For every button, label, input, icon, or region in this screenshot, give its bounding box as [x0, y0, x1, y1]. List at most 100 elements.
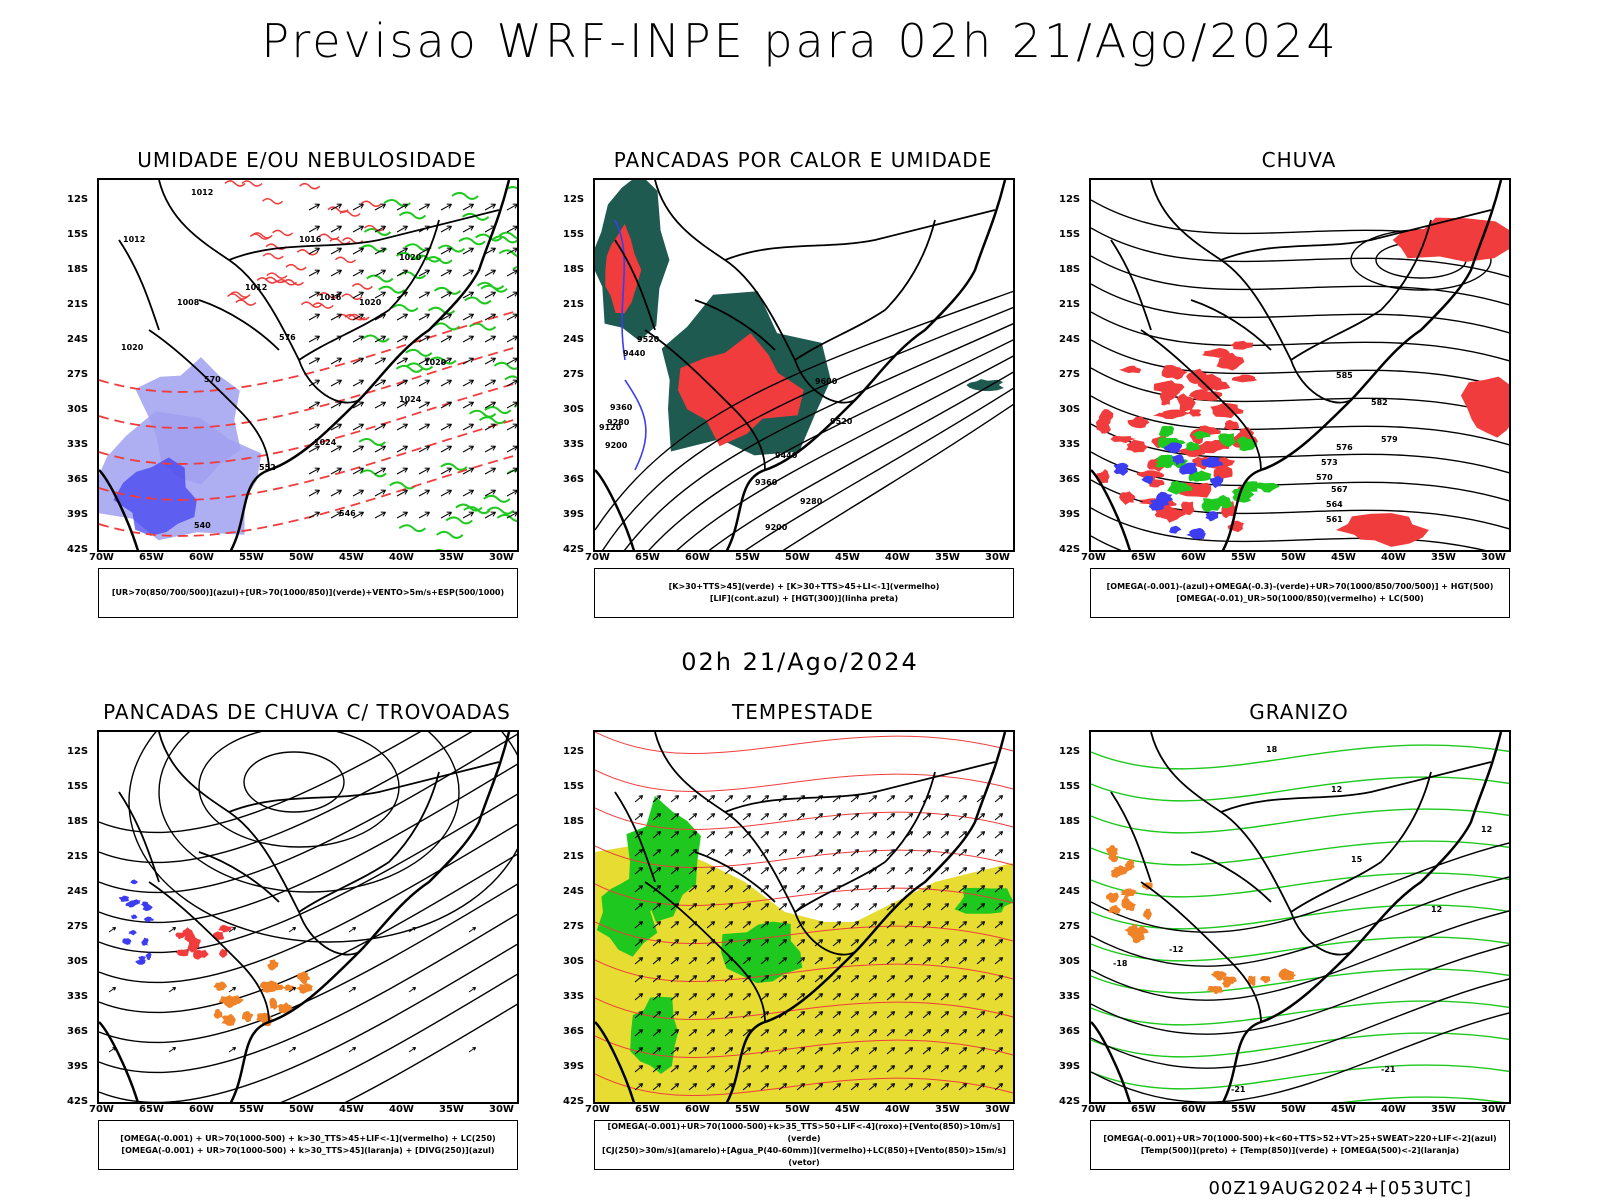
- latitude-label: 12S: [1059, 746, 1081, 757]
- latitude-label: 18S: [1059, 816, 1081, 827]
- latitude-label: 24S: [1059, 886, 1081, 897]
- contour-label: 1012: [123, 235, 145, 244]
- latitude-label: 12S: [1059, 194, 1081, 205]
- longitude-label: 60W: [1181, 1104, 1206, 1115]
- latitude-label: 15S: [67, 781, 89, 792]
- latitude-label: 39S: [67, 509, 89, 520]
- longitude-label: 60W: [1181, 552, 1206, 563]
- longitude-label: 55W: [735, 552, 760, 563]
- contour-label: 9520: [830, 417, 853, 426]
- longitude-label: 40W: [389, 1104, 414, 1115]
- longitude-label: 40W: [1381, 552, 1406, 563]
- longitude-label: 70W: [585, 552, 610, 563]
- longitude-label: 40W: [885, 552, 910, 563]
- legend-line: [LIF](cont.azul) + [HGT(300)](linha pret…: [709, 594, 899, 603]
- latitude-label: 21S: [563, 299, 585, 310]
- latitude-label: 21S: [1059, 851, 1081, 862]
- longitude-label: 35W: [935, 1104, 960, 1115]
- contour-label: 1020: [359, 298, 382, 307]
- longitude-label: 30W: [1481, 552, 1506, 563]
- contour-label: 9360: [755, 478, 778, 487]
- latitude-label: 39S: [67, 1061, 89, 1072]
- longitude-label: 65W: [139, 552, 164, 563]
- run-info-footer: 00Z19AUG2024+[053UTC]: [1208, 1178, 1472, 1199]
- panel-legend: [OMEGA(-0.001) + UR>70(1000-500) + k>30_…: [98, 1120, 518, 1170]
- latitude-label: 42S: [563, 544, 585, 555]
- longitude-label: 65W: [1131, 552, 1156, 563]
- longitude-label: 55W: [1231, 552, 1256, 563]
- legend-line: [K>30+TTS>45](verde) + [K>30+TTS>45+LI<-…: [668, 582, 940, 591]
- latitude-label: 27S: [563, 921, 585, 932]
- contour-label: 540: [194, 521, 211, 530]
- longitude-label: 50W: [785, 552, 810, 563]
- contour-label: 9120: [599, 423, 622, 432]
- latitude-label: 30S: [67, 956, 89, 967]
- contour-label: 1020: [399, 253, 422, 262]
- latitude-label: 30S: [1059, 404, 1081, 415]
- legend-line: [OMEGA(-0.001) + UR>70(1000-500) + k>30_…: [120, 1134, 496, 1143]
- longitude-label: 35W: [439, 1104, 464, 1115]
- legend-line: [OMEGA(-0.01)_UR>50(1000/850)(vermelho) …: [1176, 594, 1424, 603]
- contour-label: -21: [1231, 1085, 1246, 1094]
- latitude-label: 12S: [563, 746, 585, 757]
- latitude-label: 27S: [1059, 369, 1081, 380]
- main-title: Previsao WRF-INPE para 02h 21/Ago/2024: [261, 14, 1339, 68]
- longitude-label: 35W: [935, 552, 960, 563]
- contour-label: 18: [1266, 745, 1278, 754]
- map-plot: [99, 732, 517, 1102]
- longitude-label: 50W: [289, 552, 314, 563]
- longitude-label: 40W: [885, 1104, 910, 1115]
- contour-label: 567: [1331, 485, 1348, 494]
- contour-label: 9440: [623, 349, 646, 358]
- legend-line: [Temp(500)](preto) + [Temp(850)](verde) …: [1140, 1146, 1460, 1155]
- latitude-label: 39S: [1059, 1061, 1081, 1072]
- longitude-label: 50W: [785, 1104, 810, 1115]
- latitude-label: 12S: [563, 194, 585, 205]
- latitude-label: 36S: [563, 474, 585, 485]
- longitude-label: 50W: [1281, 552, 1306, 563]
- contour-label: 561: [1326, 515, 1343, 524]
- panel-title: PANCADAS POR CALOR E UMIDADE: [613, 148, 993, 172]
- contour-label: 546: [339, 509, 356, 518]
- latitude-label: 24S: [1059, 334, 1081, 345]
- contour-label: 570: [1316, 473, 1333, 482]
- latitude-label: 42S: [1059, 544, 1081, 555]
- forecast-map: [97, 730, 519, 1104]
- latitude-label: 30S: [563, 404, 585, 415]
- latitude-label: 36S: [563, 1026, 585, 1037]
- latitude-label: 15S: [1059, 229, 1081, 240]
- latitude-label: 30S: [1059, 956, 1081, 967]
- map-plot: [595, 732, 1013, 1102]
- contour-label: 12: [1481, 825, 1492, 834]
- map-plot: 1012 1012 1016 1020 1008 1012 1016 1020 1020 1024…: [99, 180, 517, 550]
- contour-label: -21: [1381, 1065, 1396, 1074]
- contour-label: 15: [1351, 855, 1363, 864]
- contour-label: 12: [1331, 785, 1342, 794]
- panel-legend: [UR>70(850/700/500)](azul)+[UR>70(1000/8…: [98, 568, 518, 618]
- contour-label: -18: [1113, 959, 1128, 968]
- latitude-label: 24S: [563, 886, 585, 897]
- latitude-label: 21S: [67, 851, 89, 862]
- panel-title: PANCADAS DE CHUVA C/ TROVOADAS: [103, 700, 511, 724]
- legend-line: [OMEGA(-0.001)-(azul)+OMEGA(-0.3)-(verde…: [1106, 582, 1494, 591]
- longitude-label: 45W: [339, 1104, 364, 1115]
- latitude-label: 39S: [563, 1061, 585, 1072]
- contour-label: 576: [279, 333, 296, 342]
- contour-label: 9440: [775, 451, 798, 460]
- contour-label: 9600: [815, 377, 838, 386]
- latitude-label: 36S: [1059, 1026, 1081, 1037]
- legend-line: [OMEGA(-0.001)+UR>70(1000-500)+k>35_TTS>…: [607, 1122, 1001, 1143]
- contour-label: -12: [1169, 945, 1183, 954]
- longitude-label: 55W: [735, 1104, 760, 1115]
- longitude-label: 35W: [439, 552, 464, 563]
- latitude-label: 18S: [1059, 264, 1081, 275]
- longitude-label: 70W: [89, 552, 114, 563]
- latitude-label: 24S: [67, 886, 89, 897]
- latitude-label: 12S: [67, 746, 89, 757]
- contour-label: 1016: [299, 235, 322, 244]
- longitude-label: 60W: [685, 552, 710, 563]
- contour-label: 1008: [177, 298, 200, 307]
- forecast-map: 585 582 579 576 573 570 567 564 561: [1089, 178, 1511, 552]
- longitude-label: 45W: [339, 552, 364, 563]
- contour-label: 1024: [314, 438, 337, 447]
